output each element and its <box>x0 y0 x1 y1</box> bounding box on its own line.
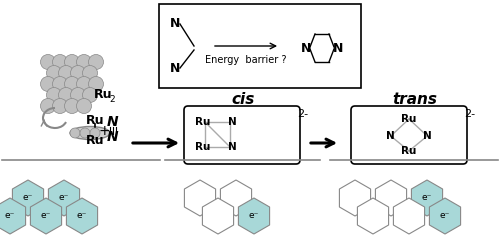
Text: e⁻: e⁻ <box>77 211 87 220</box>
Text: N: N <box>107 115 119 129</box>
Ellipse shape <box>70 127 110 140</box>
Text: e⁻: e⁻ <box>440 211 450 220</box>
Circle shape <box>64 77 80 91</box>
Polygon shape <box>66 198 98 234</box>
Polygon shape <box>358 198 388 234</box>
Text: N: N <box>228 142 236 152</box>
Polygon shape <box>184 180 216 216</box>
Circle shape <box>64 55 80 69</box>
Text: N: N <box>386 131 395 141</box>
Circle shape <box>52 77 68 91</box>
Circle shape <box>58 87 74 102</box>
Polygon shape <box>340 180 370 216</box>
Text: e⁻: e⁻ <box>249 211 259 220</box>
Circle shape <box>46 87 62 102</box>
Text: e⁻: e⁻ <box>59 193 69 202</box>
Text: cis: cis <box>232 91 254 106</box>
Text: N: N <box>333 41 343 55</box>
Circle shape <box>70 87 86 102</box>
Text: N: N <box>170 63 180 76</box>
Circle shape <box>88 77 104 91</box>
Text: N: N <box>301 41 311 55</box>
Text: e⁻: e⁻ <box>5 211 15 220</box>
Circle shape <box>76 99 92 114</box>
Text: N: N <box>423 131 432 141</box>
Circle shape <box>80 128 90 138</box>
Text: N: N <box>228 117 236 127</box>
Text: Ru: Ru <box>196 142 210 152</box>
Polygon shape <box>238 198 270 234</box>
Text: Ru: Ru <box>86 114 104 127</box>
Polygon shape <box>12 180 44 216</box>
Polygon shape <box>430 198 460 234</box>
Text: Ru: Ru <box>94 88 112 101</box>
Polygon shape <box>412 180 442 216</box>
Circle shape <box>70 128 80 138</box>
Text: 2-: 2- <box>464 109 475 119</box>
Circle shape <box>52 55 68 69</box>
Circle shape <box>64 99 80 114</box>
Text: 2-: 2- <box>298 109 308 119</box>
Circle shape <box>58 65 74 81</box>
Polygon shape <box>30 198 62 234</box>
Text: Ru: Ru <box>402 114 416 124</box>
Text: e⁻: e⁻ <box>41 211 51 220</box>
Polygon shape <box>394 198 424 234</box>
FancyBboxPatch shape <box>159 4 361 88</box>
Circle shape <box>46 65 62 81</box>
Text: +: + <box>98 124 110 138</box>
Circle shape <box>40 77 56 91</box>
Polygon shape <box>0 198 26 234</box>
Text: e⁻: e⁻ <box>23 193 33 202</box>
Circle shape <box>82 65 98 81</box>
Text: Ru: Ru <box>196 117 210 127</box>
Polygon shape <box>376 180 406 216</box>
Text: Energy  barrier ?: Energy barrier ? <box>206 55 287 65</box>
Polygon shape <box>48 180 80 216</box>
Circle shape <box>82 87 98 102</box>
Text: Ru: Ru <box>86 133 104 146</box>
Circle shape <box>70 65 86 81</box>
Circle shape <box>76 77 92 91</box>
Circle shape <box>40 55 56 69</box>
FancyBboxPatch shape <box>184 106 300 164</box>
Circle shape <box>90 128 100 138</box>
Circle shape <box>76 55 92 69</box>
Polygon shape <box>220 180 252 216</box>
Text: trans: trans <box>392 91 438 106</box>
FancyBboxPatch shape <box>351 106 467 164</box>
Polygon shape <box>202 198 234 234</box>
Text: Ru: Ru <box>402 146 416 156</box>
Text: 2: 2 <box>109 95 115 104</box>
Circle shape <box>52 99 68 114</box>
Circle shape <box>40 99 56 114</box>
Text: N: N <box>170 17 180 29</box>
Circle shape <box>88 55 104 69</box>
Text: e⁻: e⁻ <box>422 193 432 202</box>
Text: N: N <box>107 130 119 144</box>
